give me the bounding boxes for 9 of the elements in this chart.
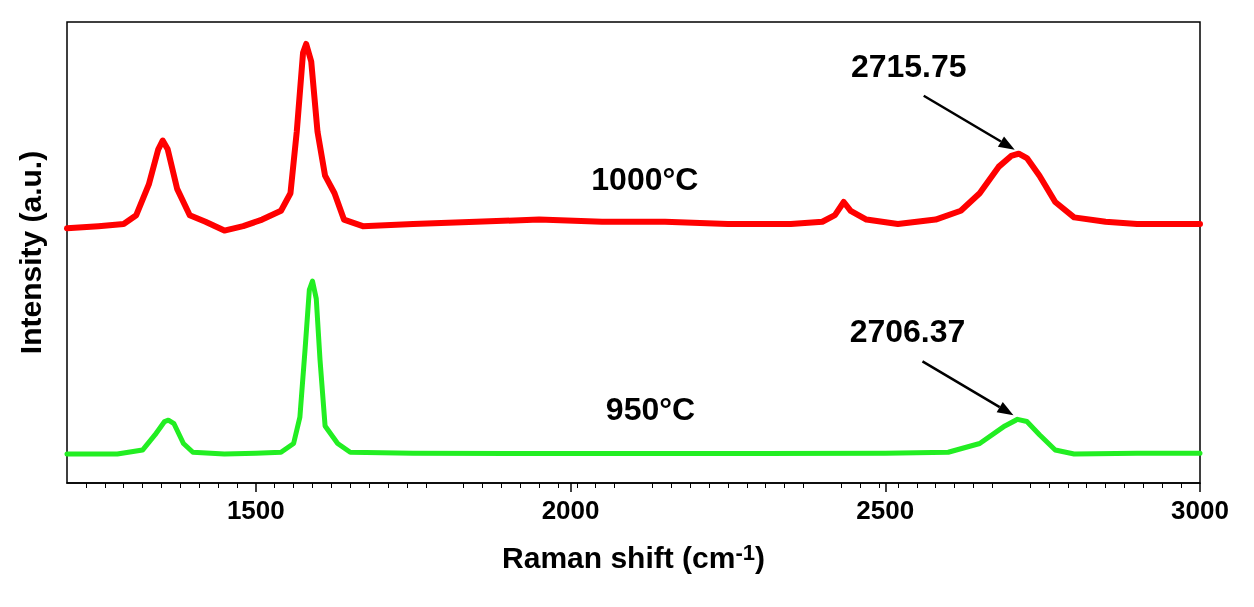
x-tick-label: 2500 [856, 495, 915, 525]
annotation: 2706.37 [849, 313, 966, 350]
series-label: 1000°C [591, 160, 699, 197]
x-tick-label: 1500 [226, 495, 285, 525]
x-tick-label: 2000 [541, 495, 600, 525]
series-label: 950°C [605, 391, 696, 428]
y-axis-title: Intensity (a.u.) [13, 150, 47, 355]
annotation: 2715.75 [850, 47, 967, 84]
x-tick-label: 3000 [1171, 495, 1229, 525]
